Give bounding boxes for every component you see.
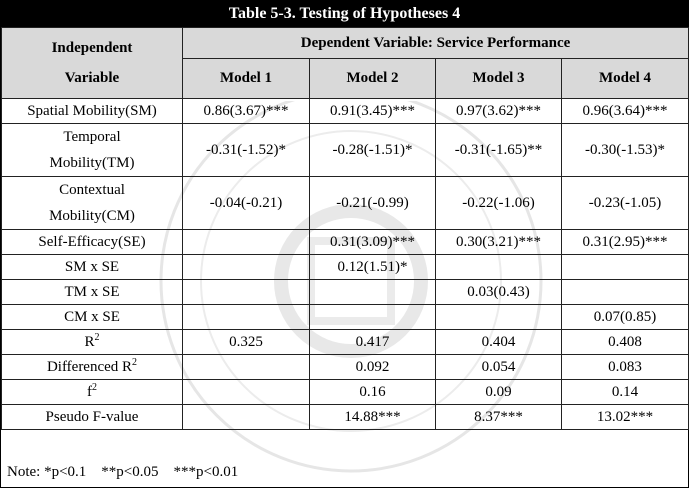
row-label: Temporal Mobility(TM) [1, 123, 183, 177]
table-cell: 0.408 [560, 329, 689, 355]
independent-header-line1: Independent [51, 40, 133, 56]
row-label: Self-Efficacy(SE) [1, 229, 183, 255]
table-cell [182, 229, 310, 255]
row-label-line1: Contextual [59, 182, 125, 198]
independent-header-line2: Variable [64, 70, 120, 86]
table-cell: -0.30(-1.53)* [560, 123, 689, 177]
table-cell [309, 279, 436, 305]
row-label: Spatial Mobility(SM) [1, 98, 183, 124]
table-cell: 0.30(3.21)*** [435, 229, 562, 255]
row-label: Pseudo F-value [1, 404, 183, 430]
table-row: Temporal Mobility(TM) -0.31(-1.52)* -0.2… [1, 123, 689, 177]
superscript: 2 [132, 356, 138, 368]
superscript: 2 [94, 331, 100, 343]
table-cell: 0.14 [560, 379, 689, 405]
dependent-variable-header: Dependent Variable: Service Performance [181, 27, 689, 59]
table-cell: 0.054 [435, 354, 562, 380]
row-label: R2 [1, 329, 183, 355]
row-label: Differenced R2 [1, 354, 183, 380]
table-cell [560, 254, 689, 280]
table-cell [182, 404, 310, 430]
table-cell [182, 279, 310, 305]
superscript: 2 [92, 381, 97, 393]
model-header: Model 4 [560, 58, 689, 99]
table-row: Differenced R2 0.092 0.054 0.083 [1, 354, 689, 380]
table-title: Table 5-3. Testing of Hypotheses 4 [1, 1, 688, 27]
table-cell [560, 279, 689, 305]
table-cell: 0.86(3.67)*** [182, 98, 310, 124]
table-cell: -0.22(-1.06) [435, 176, 562, 230]
table-cell: -0.31(-1.65)** [435, 123, 562, 177]
table-row: Pseudo F-value 14.88*** 8.37*** 13.02*** [1, 404, 689, 430]
model-header: Model 3 [435, 58, 562, 99]
table-row: f2 0.16 0.09 0.14 [1, 379, 689, 405]
table-row: Spatial Mobility(SM) 0.86(3.67)*** 0.91(… [1, 98, 689, 124]
row-label-text: f [87, 383, 92, 400]
table-cell: 0.31(2.95)*** [560, 229, 689, 255]
table-row: SM x SE 0.12(1.51)* [1, 254, 689, 280]
row-label: TM x SE [1, 279, 183, 305]
table-cell: 0.16 [309, 379, 436, 405]
hypotheses-table-document: Table 5-3. Testing of Hypotheses 4 Indep… [0, 0, 689, 488]
model-header: Model 2 [309, 58, 436, 99]
table-cell: 14.88*** [309, 404, 436, 430]
row-label: Contextual Mobility(CM) [1, 176, 183, 230]
table-cell [182, 254, 310, 280]
row-label-line2: Mobility(TM) [49, 155, 135, 171]
table-cell: 0.97(3.62)*** [435, 98, 562, 124]
table-cell [182, 304, 310, 330]
table-cell: 0.31(3.09)*** [309, 229, 436, 255]
row-label-text: Differenced R [46, 358, 133, 375]
table-cell: 0.404 [435, 329, 562, 355]
row-label-text: R [84, 333, 95, 350]
table-cell: 13.02*** [560, 404, 689, 430]
row-label: CM x SE [1, 304, 183, 330]
independent-variable-header: Independent Variable [1, 27, 183, 99]
table-cell: 0.09 [435, 379, 562, 405]
table-cell: 0.96(3.64)*** [560, 98, 689, 124]
table-cell: 0.91(3.45)*** [309, 98, 436, 124]
results-table: Independent Variable Dependent Variable:… [1, 27, 689, 430]
table-row: Self-Efficacy(SE) 0.31(3.09)*** 0.30(3.2… [1, 229, 689, 255]
row-label: SM x SE [1, 254, 183, 280]
table-row: R2 0.325 0.417 0.404 0.408 [1, 329, 689, 355]
table-cell [435, 304, 562, 330]
table-cell [435, 254, 562, 280]
table-cell [182, 379, 310, 405]
table-row: Contextual Mobility(CM) -0.04(-0.21) -0.… [1, 176, 689, 230]
significance-note: Note: *p<0.1 **p<0.05 ***p<0.01 [7, 464, 239, 480]
table-cell: 0.092 [309, 354, 436, 380]
table-cell [309, 304, 436, 330]
table-cell: 8.37*** [435, 404, 562, 430]
table-cell: 0.083 [560, 354, 689, 380]
row-label: f2 [1, 379, 183, 405]
table-cell [182, 354, 310, 380]
table-cell: 0.417 [309, 329, 436, 355]
table-cell: 0.07(0.85) [560, 304, 689, 330]
table-cell: 0.03(0.43) [435, 279, 562, 305]
table-cell: 0.12(1.51)* [309, 254, 436, 280]
table-cell: -0.23(-1.05) [560, 176, 689, 230]
table-row: CM x SE 0.07(0.85) [1, 304, 689, 330]
table-cell: -0.28(-1.51)* [309, 123, 436, 177]
table-cell: -0.31(-1.52)* [182, 123, 310, 177]
model-header: Model 1 [182, 58, 310, 99]
table-cell: 0.325 [182, 329, 310, 355]
table-row: TM x SE 0.03(0.43) [1, 279, 689, 305]
table-cell: -0.04(-0.21) [182, 176, 310, 230]
row-label-line1: Temporal [63, 129, 121, 145]
row-label-line2: Mobility(CM) [49, 208, 135, 224]
table-cell: -0.21(-0.99) [309, 176, 436, 230]
